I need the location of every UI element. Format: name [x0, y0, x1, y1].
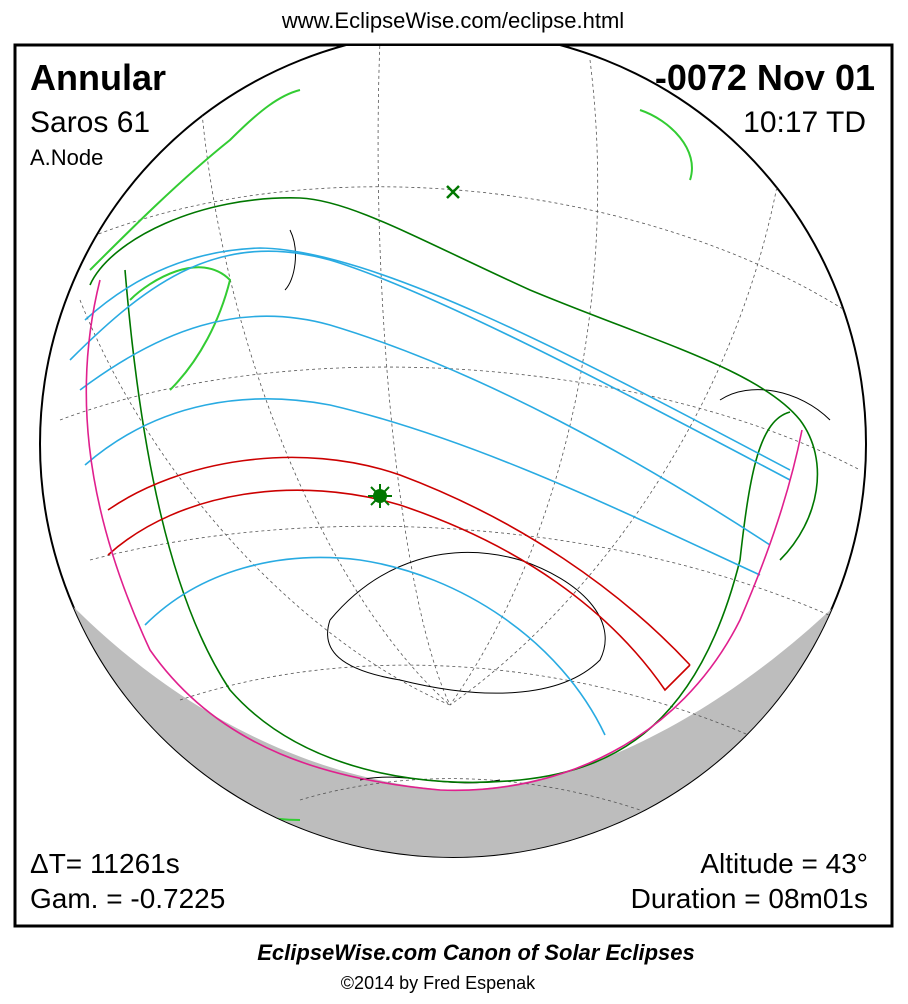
gamma: Gam. = -0.7225 [30, 883, 225, 914]
node: A.Node [30, 145, 103, 170]
saros: Saros 61 [30, 106, 150, 139]
altitude: Altitude = 43° [700, 848, 868, 879]
delta-t: ΔT= 11261s [30, 848, 180, 879]
date: -0072 Nov 01 [655, 57, 875, 98]
footer-copyright: ©2014 by Fred Espenak [341, 973, 536, 993]
header-url: www.EclipseWise.com/eclipse.html [281, 8, 624, 33]
eclipse-paths [69, 197, 819, 792]
duration: Duration = 08m01s [631, 883, 868, 914]
sun-marker [368, 484, 392, 508]
footer-title: EclipseWise.com Canon of Solar Eclipses [257, 940, 695, 965]
eclipse-type: Annular [30, 57, 166, 98]
subsolar-marker [446, 185, 460, 199]
time: 10:17 TD [743, 106, 866, 139]
